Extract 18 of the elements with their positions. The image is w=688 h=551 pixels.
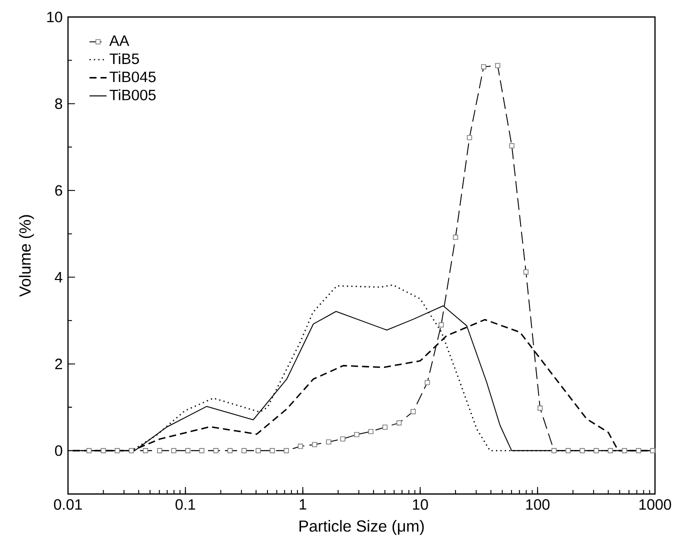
x-tick-label: 10 <box>413 499 428 510</box>
x-tick-label: 0.01 <box>54 499 82 510</box>
y-tick-label: 0 <box>55 445 62 456</box>
x-axis-title: Particle Size (μm) <box>300 520 424 535</box>
y-tick-label: 10 <box>47 12 62 22</box>
y-tick-label: 6 <box>55 185 62 196</box>
legend-label: TiB005 <box>110 89 156 100</box>
legend-label: TiB5 <box>110 53 139 64</box>
x-tick-label: 1000 <box>639 499 672 510</box>
y-tick-label: 2 <box>55 358 62 370</box>
x-tick-label: 100 <box>526 499 550 510</box>
x-tick-label: 1 <box>300 499 306 510</box>
y-tick-label: 8 <box>55 98 62 110</box>
y-axis-title: Volume (%) <box>19 215 34 297</box>
legend-label: TiB045 <box>110 71 156 82</box>
x-tick-label: 0.1 <box>176 499 196 510</box>
y-tick-label: 4 <box>54 272 62 282</box>
legend-label: AA <box>109 36 130 46</box>
